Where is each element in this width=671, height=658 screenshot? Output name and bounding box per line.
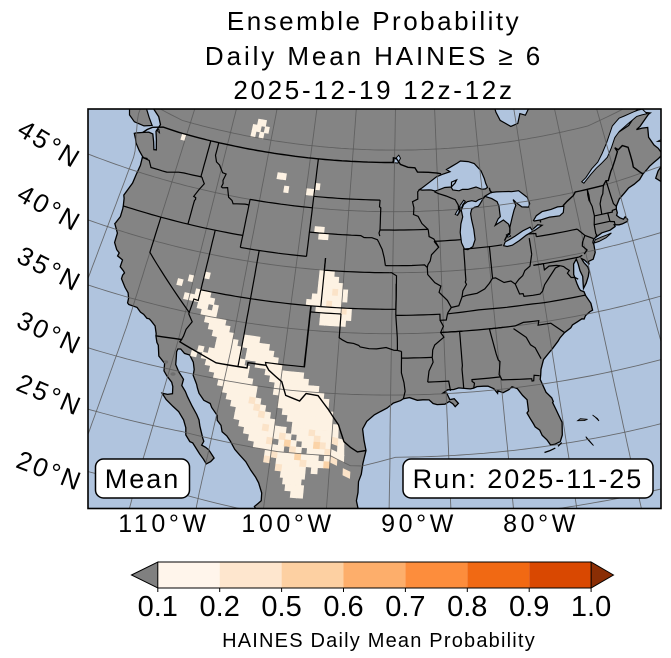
svg-text:35°N: 35°N	[12, 240, 87, 298]
svg-text:1.0: 1.0	[571, 591, 611, 623]
svg-text:0.2: 0.2	[200, 591, 240, 623]
svg-text:Run: 2025-11-25: Run: 2025-11-25	[413, 464, 644, 494]
svg-text:0.8: 0.8	[447, 591, 487, 623]
svg-text:0.5: 0.5	[261, 591, 301, 623]
svg-text:0.6: 0.6	[323, 591, 363, 623]
svg-text:HAINES Daily Mean Probability: HAINES Daily Mean Probability	[222, 630, 536, 652]
svg-text:110°W: 110°W	[118, 510, 209, 538]
svg-text:Mean: Mean	[105, 464, 181, 494]
svg-text:0.7: 0.7	[385, 591, 425, 623]
svg-text:2025-12-19 12z-12z: 2025-12-19 12z-12z	[233, 75, 514, 105]
svg-text:45°N: 45°N	[13, 114, 87, 175]
svg-text:90°W: 90°W	[381, 510, 457, 538]
svg-text:Ensemble Probability: Ensemble Probability	[227, 6, 521, 36]
svg-text:30°N: 30°N	[12, 305, 87, 361]
svg-text:20°N: 20°N	[13, 444, 88, 497]
svg-text:80°W: 80°W	[503, 510, 579, 538]
svg-text:Daily Mean HAINES ≥ 6: Daily Mean HAINES ≥ 6	[205, 41, 543, 71]
svg-text:0.1: 0.1	[138, 591, 178, 623]
svg-text:25°N: 25°N	[12, 368, 87, 422]
svg-text:0.9: 0.9	[509, 591, 549, 623]
svg-text:40°N: 40°N	[13, 178, 87, 237]
svg-text:100°W: 100°W	[241, 510, 334, 538]
